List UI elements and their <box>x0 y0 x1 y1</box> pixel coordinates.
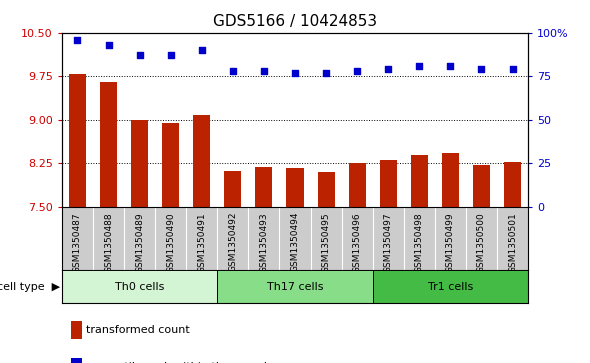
Point <box>384 66 393 72</box>
Point <box>259 68 268 74</box>
Text: GSM1350491: GSM1350491 <box>197 212 206 273</box>
Point <box>508 66 517 72</box>
Point <box>104 42 113 48</box>
Text: transformed count: transformed count <box>86 325 190 335</box>
Text: GSM1350501: GSM1350501 <box>508 212 517 273</box>
Bar <box>194 115 210 207</box>
Point <box>352 68 362 74</box>
Text: Th17 cells: Th17 cells <box>267 282 323 292</box>
Text: GSM1350494: GSM1350494 <box>290 212 300 273</box>
Point <box>477 66 486 72</box>
Bar <box>131 121 148 207</box>
Text: GSM1350497: GSM1350497 <box>384 212 393 273</box>
Point <box>415 63 424 69</box>
Bar <box>373 270 528 303</box>
Bar <box>287 168 303 207</box>
Point <box>135 52 145 58</box>
Text: GSM1350498: GSM1350498 <box>415 212 424 273</box>
Bar <box>411 155 428 207</box>
Text: GSM1350488: GSM1350488 <box>104 212 113 273</box>
Bar <box>473 165 490 207</box>
Bar <box>162 123 179 207</box>
Bar <box>255 167 273 207</box>
Text: GSM1350490: GSM1350490 <box>166 212 175 273</box>
Bar <box>217 270 373 303</box>
Point <box>445 63 455 69</box>
Bar <box>317 172 335 207</box>
Text: GSM1350496: GSM1350496 <box>353 212 362 273</box>
Point <box>322 70 331 76</box>
Bar <box>442 154 459 207</box>
Point <box>73 37 82 42</box>
Text: Th0 cells: Th0 cells <box>115 282 165 292</box>
Text: GSM1350489: GSM1350489 <box>135 212 144 273</box>
Point <box>166 52 175 58</box>
Bar <box>100 82 117 207</box>
Bar <box>349 163 366 207</box>
Text: cell type  ▶: cell type ▶ <box>0 282 60 292</box>
Bar <box>71 358 81 363</box>
Bar <box>69 74 86 207</box>
Text: GSM1350499: GSM1350499 <box>446 212 455 273</box>
Bar <box>62 270 217 303</box>
Text: GSM1350493: GSM1350493 <box>260 212 268 273</box>
Bar <box>224 171 241 207</box>
Text: GSM1350492: GSM1350492 <box>228 212 237 273</box>
Point <box>197 47 206 53</box>
Bar <box>380 160 396 207</box>
Title: GDS5166 / 10424853: GDS5166 / 10424853 <box>213 14 377 29</box>
Text: Tr1 cells: Tr1 cells <box>428 282 473 292</box>
Point <box>290 70 300 76</box>
Bar <box>71 321 81 339</box>
Text: GSM1350487: GSM1350487 <box>73 212 82 273</box>
Point <box>228 68 238 74</box>
Text: GSM1350500: GSM1350500 <box>477 212 486 273</box>
Bar <box>504 162 521 207</box>
Text: percentile rank within the sample: percentile rank within the sample <box>86 362 274 363</box>
Text: GSM1350495: GSM1350495 <box>322 212 330 273</box>
